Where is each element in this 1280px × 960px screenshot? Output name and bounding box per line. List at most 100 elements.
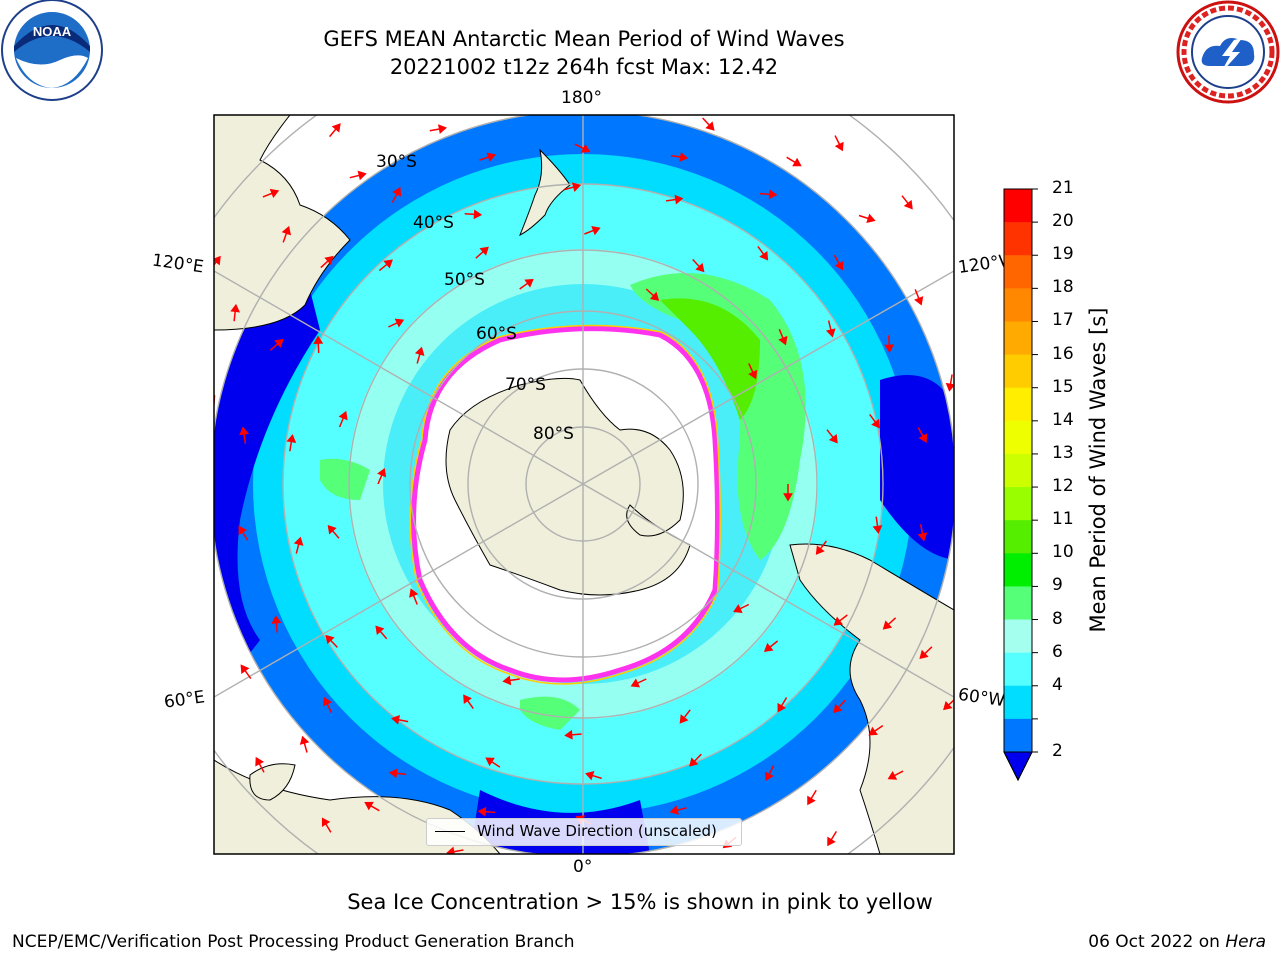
wave-direction-arrow-head: [524, 278, 534, 288]
wave-direction-arrow-head: [580, 143, 591, 153]
wave-direction-arrow-head: [833, 703, 843, 714]
wave-direction-arrow-head: [240, 664, 250, 674]
wave-direction-arrow-head: [473, 209, 483, 220]
wave-direction-arrow-head: [255, 756, 265, 767]
wave-direction-arrow-head: [327, 524, 337, 535]
wave-direction-arrow-head: [238, 525, 248, 536]
colorbar-tick-label: 11: [1052, 509, 1074, 530]
lat-label-40s: 40°S: [413, 213, 454, 233]
wave-direction-arrow-head: [214, 255, 221, 266]
chart-title: GEFS MEAN Antarctic Mean Period of Wind …: [323, 27, 845, 51]
wave-direction-arrow-head: [828, 433, 838, 444]
wave-direction-arrow-head: [585, 770, 595, 781]
map-frame: [213, 114, 955, 855]
wave-direction-arrow-head: [230, 303, 241, 313]
footer-date-text: 06 Oct 2022 on: [1088, 932, 1220, 952]
wave-direction-arrow-head: [919, 649, 929, 660]
wave-direction-arrow-head: [733, 604, 743, 613]
wave-direction-arrow-head: [338, 410, 348, 421]
colorbar-segment: [1004, 255, 1032, 289]
colorbar-tick-label: 16: [1052, 343, 1074, 364]
wave-direction-arrow-head: [271, 615, 282, 624]
wave-direction-arrow-head: [871, 418, 881, 429]
wave-direction-arrow-head: [833, 616, 844, 626]
wave-direction-arrow-head: [269, 188, 280, 199]
wave-direction-arrow-head: [918, 433, 928, 443]
wave-direction-arrow-head: [759, 251, 769, 261]
wave-direction-arrow-head: [945, 382, 954, 392]
wave-direction-arrow-head: [887, 770, 898, 780]
new-zealand-landmass: [519, 148, 571, 237]
sea-ice-caption: Sea Ice Concentration > 15% is shown in …: [0, 890, 1280, 914]
wave-direction-arrow-head: [834, 141, 844, 152]
wave-direction-arrow-head: [414, 346, 425, 356]
wave-direction-arrow-head: [695, 262, 705, 273]
wave-direction-arrow-head: [324, 255, 334, 265]
lat-label-70s: 70°S: [505, 375, 546, 395]
colorbar-tick-label: 15: [1052, 376, 1074, 397]
colorbar-segment: [1004, 718, 1032, 753]
wave-direction-arrow-head: [485, 757, 495, 767]
colorbar-segment: [1004, 420, 1032, 455]
wave-direction-arrow-head: [293, 536, 304, 546]
wave-direction-arrow-head: [630, 678, 641, 688]
noaa-logo-text: NOAA: [33, 24, 72, 39]
colorbar-tick-label: 4: [1052, 674, 1063, 695]
lat-label-50s: 50°S: [444, 270, 485, 290]
wave-direction-arrow-head: [882, 620, 893, 630]
wave-direction-arrow-head: [669, 805, 679, 815]
wave-direction-arrow-head: [239, 426, 249, 436]
colorbar-segment: [1004, 652, 1032, 687]
wave-direction-arrow-head: [564, 729, 573, 740]
wave-direction-arrow-head: [325, 634, 335, 645]
lon-label-0: 0°: [573, 857, 593, 877]
wave-direction-arrow-head: [438, 124, 448, 134]
wave-direction-arrow-head: [364, 801, 374, 811]
colorbar-segment: [1004, 354, 1032, 389]
wave-direction-arrow-head: [792, 157, 802, 167]
wave-direction-arrow-head: [377, 467, 387, 478]
colorbar-tick-label: 21: [1052, 178, 1074, 198]
wave-direction-arrow-head: [331, 123, 341, 133]
legend-line-symbol: [435, 831, 465, 832]
chart-subtitle: 20221002 t12z 264h fcst Max: 12.42: [389, 55, 779, 79]
colorbar-tick-label: 6: [1052, 641, 1063, 662]
wave-direction-arrow-head: [477, 806, 487, 817]
colorbar-tick-label: 14: [1052, 409, 1074, 430]
wave-direction-arrow-head: [807, 795, 816, 806]
wave-direction-arrow-head: [486, 152, 496, 162]
colorbar-extend-under: [1003, 751, 1033, 782]
wave-direction-arrow-head: [825, 328, 836, 338]
colorbar-outline: [1003, 188, 1033, 782]
australia-landmass: [214, 115, 351, 331]
wave-direction-arrow-head: [705, 121, 715, 131]
wave-direction-arrow-head: [390, 714, 400, 725]
colorbar-tick-label: 20: [1052, 211, 1074, 232]
wave-direction-arrow-head: [903, 199, 913, 210]
wave-direction-arrow-head: [917, 532, 928, 542]
map-legend: Wind Wave Direction (unscaled): [426, 818, 742, 846]
colorbar-tick-label: 17: [1052, 310, 1074, 331]
colorbar-segment: [1004, 288, 1032, 322]
wave-direction-arrow-head: [884, 344, 895, 353]
lon-label-180: 180°: [561, 88, 602, 108]
colorbar-tick-label: 19: [1052, 244, 1074, 265]
wave-direction-arrow-head: [281, 225, 291, 236]
wave-direction-arrow-head: [764, 771, 774, 782]
wave-direction-arrow-head: [313, 335, 324, 345]
wave-direction-arrow-head: [778, 335, 788, 346]
wave-direction-arrow-head: [591, 226, 601, 236]
colorbar-segment: [1004, 520, 1032, 554]
wave-direction-arrow-head: [571, 182, 582, 192]
colorbar-tick-label: 10: [1052, 542, 1074, 563]
colorbar-tick-label: 12: [1052, 476, 1074, 497]
wave-direction-arrow-head: [463, 694, 472, 704]
wave-direction-arrow-head: [689, 757, 699, 767]
lat-label-30s: 30°S: [376, 152, 417, 172]
wave-direction-arrow-head: [321, 817, 331, 828]
wave-direction-arrow-head: [872, 525, 883, 534]
wave-direction-arrow-head: [748, 369, 758, 380]
wave-direction-arrow-head: [479, 246, 489, 256]
wave-direction-arrow-head: [868, 726, 878, 736]
